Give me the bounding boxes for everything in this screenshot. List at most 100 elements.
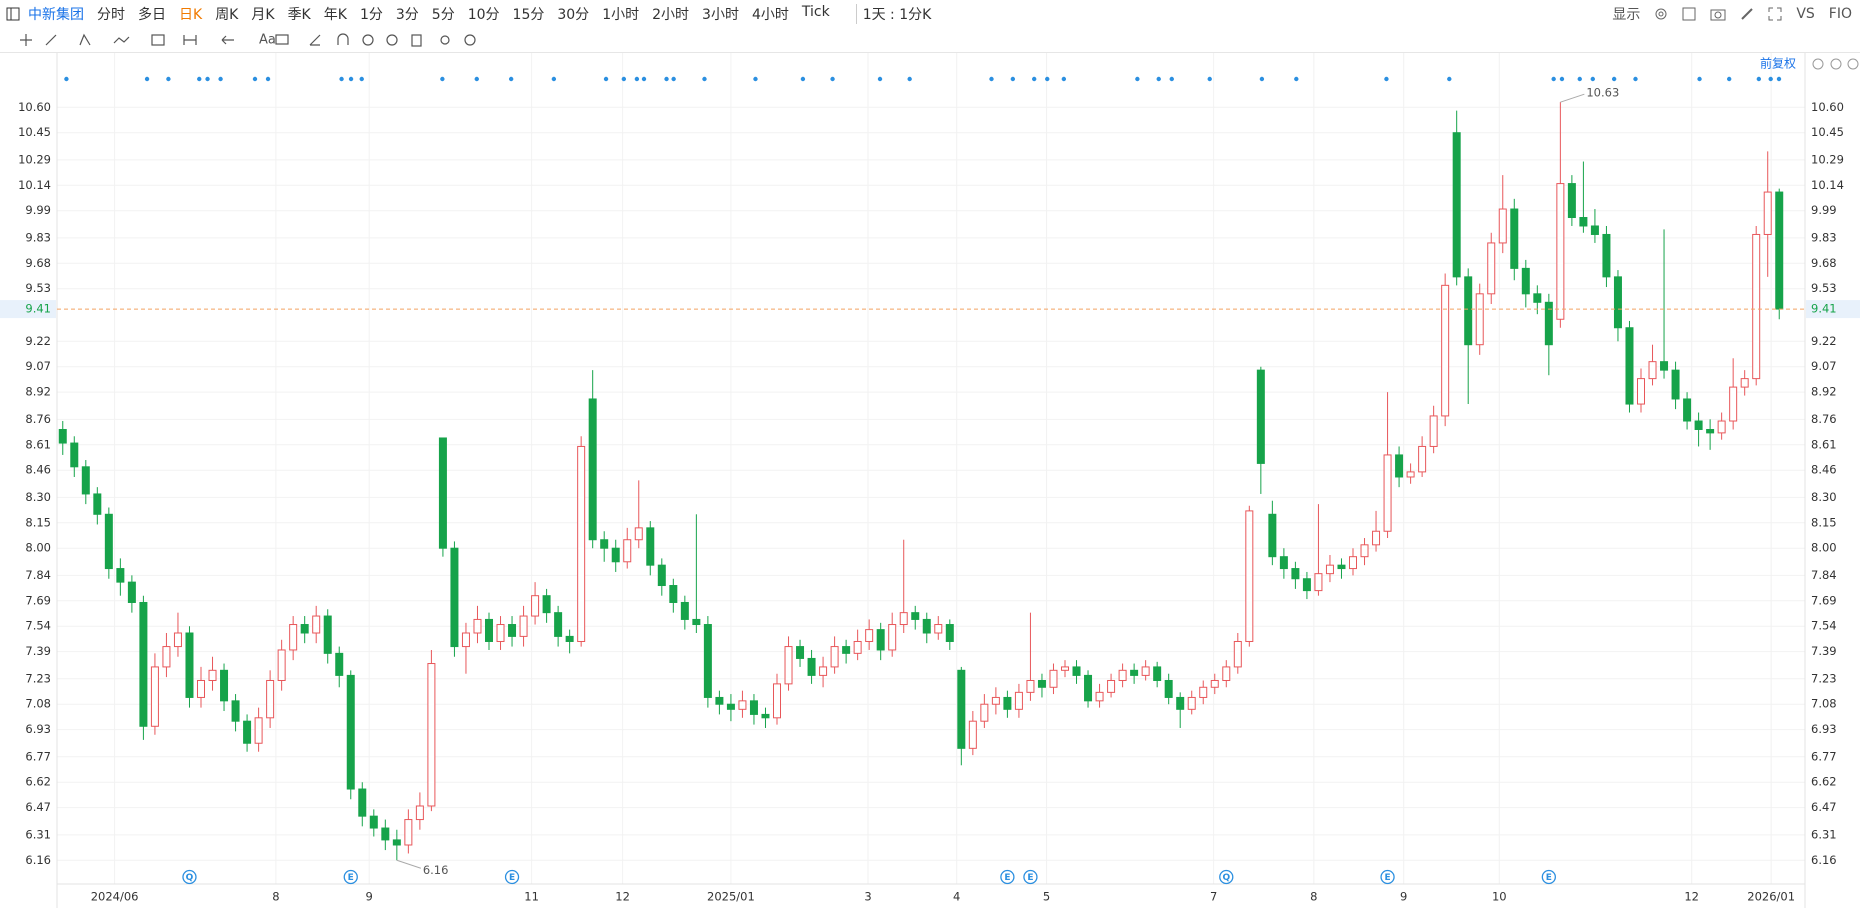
- period-button[interactable]: 5分: [431, 7, 455, 23]
- channel-tool[interactable]: [79, 33, 91, 46]
- news-dot: [1010, 76, 1016, 82]
- candle-body: [1372, 530, 1381, 546]
- news-dot: [474, 76, 479, 82]
- period-toolbar: 中新集团 分时 多日 日K 周K 月K 季K 年K 1分 3分 5分 10分 15分 30分 1小时 2小时…: [0, 0, 1860, 28]
- fio-button[interactable]: FIO: [1828, 6, 1852, 22]
- news-dot: [1577, 76, 1582, 82]
- range-select[interactable]: 1天 : 1分K: [855, 4, 931, 24]
- lock-tool[interactable]: [386, 34, 398, 46]
- candle-body: [1337, 564, 1346, 570]
- candle-body: [565, 635, 574, 642]
- period-button[interactable]: 30分: [557, 7, 590, 23]
- candle-body: [934, 624, 943, 634]
- candle-body: [680, 601, 689, 620]
- candle-body: [116, 568, 125, 583]
- candle-body: [381, 827, 390, 841]
- period-button[interactable]: 3分: [395, 7, 419, 23]
- fullscreen-icon[interactable]: [1768, 7, 1782, 21]
- candle-body: [1199, 686, 1208, 698]
- delete-tool[interactable]: [411, 34, 422, 47]
- candle-body: [703, 624, 712, 698]
- text-tool-icon[interactable]: Aa: [259, 33, 276, 48]
- settings-icon[interactable]: [1654, 7, 1668, 21]
- angle-tool[interactable]: [309, 34, 321, 46]
- display-menu[interactable]: 显示: [1612, 7, 1641, 23]
- camera-icon[interactable]: [1710, 7, 1726, 21]
- candle-body: [807, 657, 816, 676]
- candle-body: [508, 624, 517, 637]
- candle-body: [1602, 233, 1611, 278]
- event-label: E: [348, 873, 354, 883]
- y-tick-label-right: 6.31: [1811, 827, 1837, 841]
- candle-body: [542, 595, 551, 614]
- news-dot: [702, 76, 707, 82]
- news-dot: [800, 76, 806, 82]
- period-button[interactable]: 日K: [179, 7, 203, 23]
- candle-body: [254, 717, 263, 744]
- news-dot: [64, 76, 69, 82]
- magnet-tool[interactable]: [337, 33, 349, 45]
- period-button[interactable]: 分时: [97, 7, 125, 23]
- period-button[interactable]: 年K: [323, 7, 347, 23]
- candle-body: [1095, 691, 1104, 702]
- period-button[interactable]: 3小时: [702, 7, 739, 23]
- candle-body: [1729, 386, 1738, 422]
- candle-body: [980, 703, 989, 722]
- y-tick-label-right: 6.16: [1811, 853, 1837, 867]
- vs-button[interactable]: VS: [1796, 6, 1815, 22]
- line-tool[interactable]: [45, 34, 57, 46]
- x-tick-label: 12: [615, 890, 630, 904]
- min-label: 6.16: [423, 863, 449, 877]
- y-tick-label: 10.60: [18, 100, 51, 114]
- pen-icon[interactable]: [1740, 7, 1754, 21]
- period-button[interactable]: 季K: [287, 7, 311, 23]
- back-tool[interactable]: [221, 35, 234, 45]
- candle-body: [554, 612, 563, 637]
- y-tick-label: 7.69: [25, 593, 51, 607]
- y-tick-label: 8.30: [25, 490, 51, 504]
- symbol[interactable]: 中新集团: [28, 7, 84, 23]
- period-button[interactable]: 周K: [215, 7, 239, 23]
- y-tick-label-right: 8.00: [1811, 541, 1837, 555]
- event-label: Q: [1222, 873, 1230, 883]
- candle-body: [726, 703, 735, 710]
- news-dot: [1169, 76, 1174, 82]
- candle-body: [197, 679, 205, 698]
- period-button[interactable]: 10分: [467, 7, 500, 23]
- eye-tool[interactable]: [362, 34, 374, 46]
- move-tool[interactable]: [20, 34, 32, 46]
- last-price-box: [0, 300, 56, 319]
- candle-body: [1153, 666, 1162, 681]
- candle-body: [784, 646, 793, 685]
- compare-tool[interactable]: [440, 35, 450, 45]
- news-dot: [197, 76, 202, 82]
- candle-body: [185, 632, 194, 698]
- period-button[interactable]: 4小时: [751, 7, 789, 23]
- setting-tool[interactable]: [464, 34, 476, 46]
- period-button[interactable]: Tick: [801, 4, 830, 20]
- news-dot: [508, 76, 514, 82]
- wave-tool[interactable]: [113, 36, 130, 44]
- news-dot: [634, 76, 640, 82]
- sidebar-icon[interactable]: [6, 7, 20, 21]
- drawing-tools: Aa: [20, 33, 476, 48]
- period-button[interactable]: 1分: [359, 7, 383, 23]
- chart-tool[interactable]: [151, 34, 165, 46]
- candle-body: [1671, 369, 1680, 400]
- period-button[interactable]: 多日: [138, 7, 166, 23]
- comment-tool[interactable]: [275, 34, 289, 45]
- period-button[interactable]: 15分: [512, 7, 545, 23]
- period-button[interactable]: 2小时: [652, 7, 690, 23]
- candle-body: [81, 466, 90, 495]
- candle-body: [1003, 696, 1012, 710]
- candle-body: [888, 624, 897, 651]
- period-button[interactable]: 1小时: [602, 7, 640, 23]
- candle-body: [796, 646, 805, 659]
- y-tick-label: 9.68: [25, 256, 51, 270]
- event-label: E: [1027, 873, 1033, 883]
- measure-tool[interactable]: [183, 35, 197, 45]
- period-button[interactable]: 月K: [251, 7, 275, 23]
- candle-body: [1717, 420, 1726, 434]
- box-icon[interactable]: [1682, 7, 1696, 21]
